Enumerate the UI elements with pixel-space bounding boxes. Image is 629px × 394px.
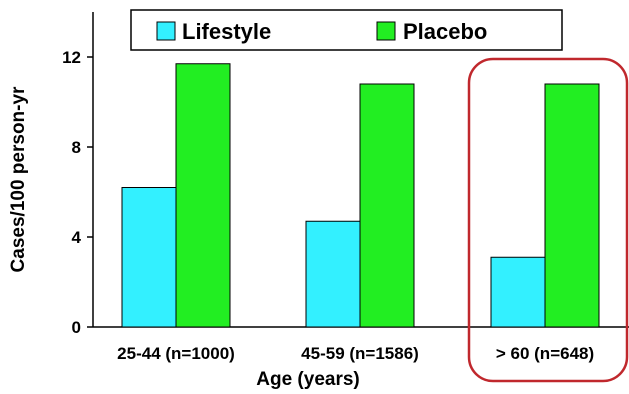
highlight bbox=[467, 57, 629, 383]
x-tick-label: > 60 (n=648) bbox=[496, 344, 594, 363]
bar-placebo-2 bbox=[359, 83, 415, 328]
y-tick-label: 8 bbox=[72, 138, 81, 157]
x-axis-title: Age (years) bbox=[256, 369, 360, 390]
bar-placebo-3 bbox=[544, 83, 600, 328]
bars bbox=[121, 63, 600, 328]
bar-placebo-1 bbox=[175, 63, 231, 328]
legend-swatch-placebo bbox=[376, 21, 396, 41]
y-tick-label: 4 bbox=[72, 228, 82, 247]
legend-label-placebo: Placebo bbox=[403, 19, 487, 44]
x-tick-label: 25-44 (n=1000) bbox=[117, 344, 235, 363]
legend-label-lifestyle: Lifestyle bbox=[182, 19, 271, 44]
bar-lifestyle-2 bbox=[305, 220, 361, 328]
legend-box bbox=[130, 9, 563, 51]
bar-lifestyle-1 bbox=[121, 187, 177, 328]
labels: 0 4 8 12 Cases/100 person-yr 25-44 (n=1000) 45… bbox=[8, 48, 594, 390]
legend-swatch-lifestyle bbox=[156, 21, 176, 41]
x-tick-label: 45-59 (n=1586) bbox=[301, 344, 419, 363]
y-tick-label: 12 bbox=[62, 48, 81, 67]
y-axis-title: Cases/100 person-yr bbox=[8, 86, 29, 272]
highlight-box bbox=[467, 57, 629, 383]
y-tick-label: 0 bbox=[72, 318, 81, 337]
legend: Lifestyle Placebo bbox=[130, 9, 563, 51]
bar-lifestyle-3 bbox=[490, 256, 546, 328]
